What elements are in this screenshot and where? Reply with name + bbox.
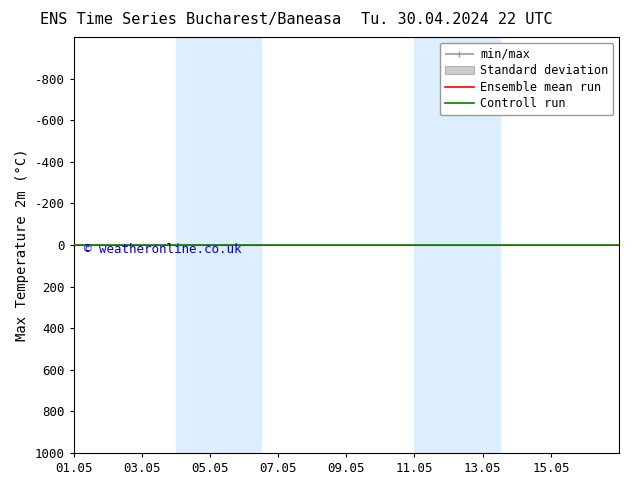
Text: Tu. 30.04.2024 22 UTC: Tu. 30.04.2024 22 UTC bbox=[361, 12, 552, 27]
Text: ENS Time Series Bucharest/Baneasa: ENS Time Series Bucharest/Baneasa bbox=[40, 12, 340, 27]
Bar bbox=[176, 37, 261, 453]
Y-axis label: Max Temperature 2m (°C): Max Temperature 2m (°C) bbox=[15, 148, 29, 342]
Legend: min/max, Standard deviation, Ensemble mean run, Controll run: min/max, Standard deviation, Ensemble me… bbox=[440, 43, 613, 115]
Text: © weatheronline.co.uk: © weatheronline.co.uk bbox=[84, 243, 242, 256]
Bar bbox=[415, 37, 500, 453]
